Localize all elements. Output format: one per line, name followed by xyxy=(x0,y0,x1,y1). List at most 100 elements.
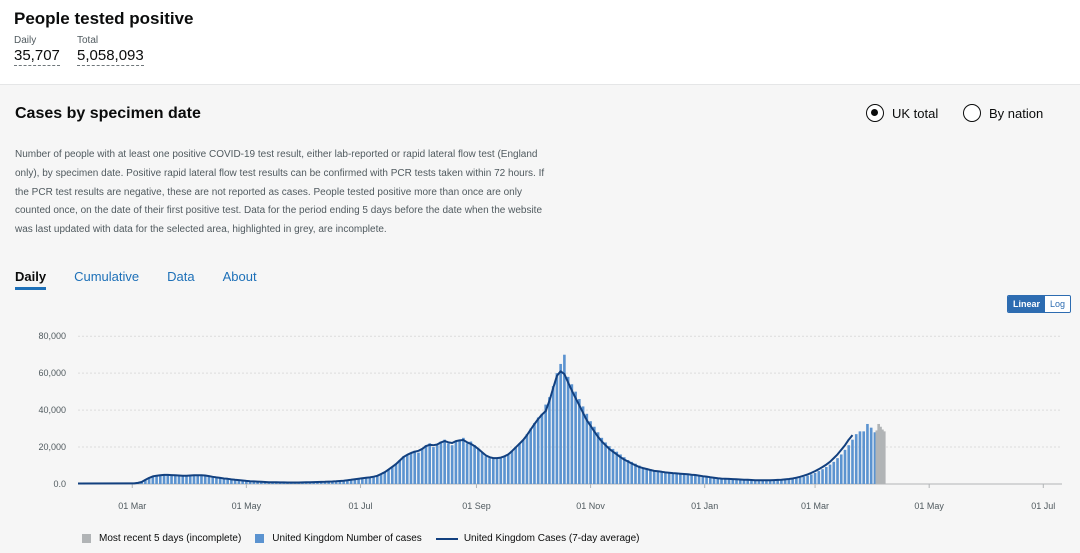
cases-bar xyxy=(705,476,708,484)
cases-bar xyxy=(600,437,604,484)
cases-bar xyxy=(581,406,585,484)
cases-bar xyxy=(738,479,742,484)
legend-item-average[interactable]: United Kingdom Cases (7-day average) xyxy=(435,533,639,544)
cases-bar xyxy=(589,421,592,484)
cases-bar xyxy=(166,475,170,484)
tab-daily[interactable]: Daily xyxy=(15,269,47,290)
cases-bar xyxy=(428,443,432,484)
cases-bar xyxy=(319,481,323,484)
cases-bar xyxy=(533,423,536,484)
cases-bar xyxy=(394,463,398,484)
total-value[interactable]: 5,058,093 xyxy=(77,47,144,66)
cases-bar xyxy=(798,477,802,484)
cases-bar xyxy=(585,413,589,484)
cases-bar xyxy=(802,476,806,484)
cases-bar xyxy=(252,481,256,484)
y-tick-label: 0.0 xyxy=(53,479,66,489)
headline-title: People tested positive xyxy=(14,9,194,28)
cases-bar xyxy=(645,468,649,484)
cases-bar xyxy=(607,446,611,484)
cases-bar xyxy=(604,442,607,484)
cases-bar xyxy=(222,478,226,484)
cases-bar xyxy=(323,481,327,484)
cases-bar xyxy=(843,449,847,484)
radio-by-nation-label: By nation xyxy=(989,105,1044,121)
cases-bar xyxy=(372,476,375,484)
cases-bar xyxy=(626,459,630,484)
cases-bar xyxy=(622,457,626,484)
cases-bar xyxy=(211,476,215,484)
tab-about[interactable]: About xyxy=(222,269,257,284)
cases-bar xyxy=(787,479,791,484)
cases-bar xyxy=(462,437,465,484)
cases-bar xyxy=(364,477,368,484)
cases-bar xyxy=(810,474,813,484)
daily-label: Daily xyxy=(14,35,37,46)
cases-bar xyxy=(578,399,581,484)
cases-bar xyxy=(637,465,641,484)
cases-bar xyxy=(233,479,237,484)
cases-bar xyxy=(813,472,817,484)
cases-bar xyxy=(559,363,562,484)
scale-linear-button[interactable]: Linear xyxy=(1008,296,1046,312)
cases-bar xyxy=(783,479,787,484)
legend-line-average xyxy=(435,537,458,540)
cases-bar xyxy=(753,480,757,484)
scale-toggle: Linear Log xyxy=(1007,295,1072,313)
cases-bar xyxy=(454,441,458,484)
cases-bar xyxy=(241,480,244,484)
cases-bar xyxy=(836,458,839,484)
cases-bar xyxy=(398,459,402,484)
cases-bar xyxy=(772,480,776,484)
cases-bar xyxy=(544,404,547,484)
cases-bar xyxy=(521,439,525,484)
cases-bar xyxy=(540,413,544,484)
cases-bar xyxy=(405,454,409,484)
cases-bar xyxy=(821,469,824,484)
cases-bar xyxy=(488,458,491,484)
cases-bar xyxy=(173,475,177,484)
cases-bar xyxy=(679,473,682,484)
cases-bar xyxy=(727,478,731,484)
cases-bar xyxy=(383,471,387,484)
radio-uk-total[interactable]: UK total xyxy=(866,104,938,122)
cases-bar xyxy=(615,451,619,484)
cases-bar xyxy=(596,432,600,484)
scale-log-button[interactable]: Log xyxy=(1045,296,1071,312)
cases-bar xyxy=(503,456,506,484)
x-tick-label: 01 Mar xyxy=(118,501,146,511)
cases-bar xyxy=(664,471,667,484)
x-tick-label: 01 May xyxy=(232,501,262,511)
incomplete-bar xyxy=(882,431,886,484)
cases-bar xyxy=(346,480,349,484)
legend-item-cases[interactable]: United Kingdom Number of cases xyxy=(255,533,422,544)
radio-by-nation[interactable]: By nation xyxy=(963,104,1043,122)
cases-bar xyxy=(510,450,514,484)
tab-cumulative[interactable]: Cumulative xyxy=(74,269,140,284)
legend-item-incomplete[interactable]: Most recent 5 days (incomplete) xyxy=(82,533,241,544)
cases-bar xyxy=(215,477,218,484)
cases-bar xyxy=(716,477,720,484)
cases-bar xyxy=(368,477,372,484)
cases-bar xyxy=(432,447,435,484)
legend-swatch-incomplete xyxy=(82,534,91,543)
cases-bar xyxy=(839,454,843,484)
cases-bar xyxy=(402,456,405,484)
cases-bar xyxy=(858,431,862,484)
daily-value[interactable]: 35,707 xyxy=(14,47,60,66)
cases-bar xyxy=(230,479,233,484)
cases-bar xyxy=(720,478,723,484)
cases-bar xyxy=(746,479,750,484)
x-tick-label: 01 Jul xyxy=(1031,501,1055,511)
cases-bar xyxy=(506,454,510,484)
tab-data[interactable]: Data xyxy=(167,269,195,284)
cases-bar xyxy=(776,480,779,484)
cases-bar xyxy=(484,456,488,484)
cases-bar xyxy=(873,432,877,484)
cases-bar xyxy=(555,373,559,484)
cases-bar xyxy=(649,469,652,484)
cases-bar xyxy=(147,477,151,484)
cases-bar xyxy=(162,474,166,484)
cases-bar xyxy=(353,479,357,484)
cases-bar xyxy=(188,475,192,484)
